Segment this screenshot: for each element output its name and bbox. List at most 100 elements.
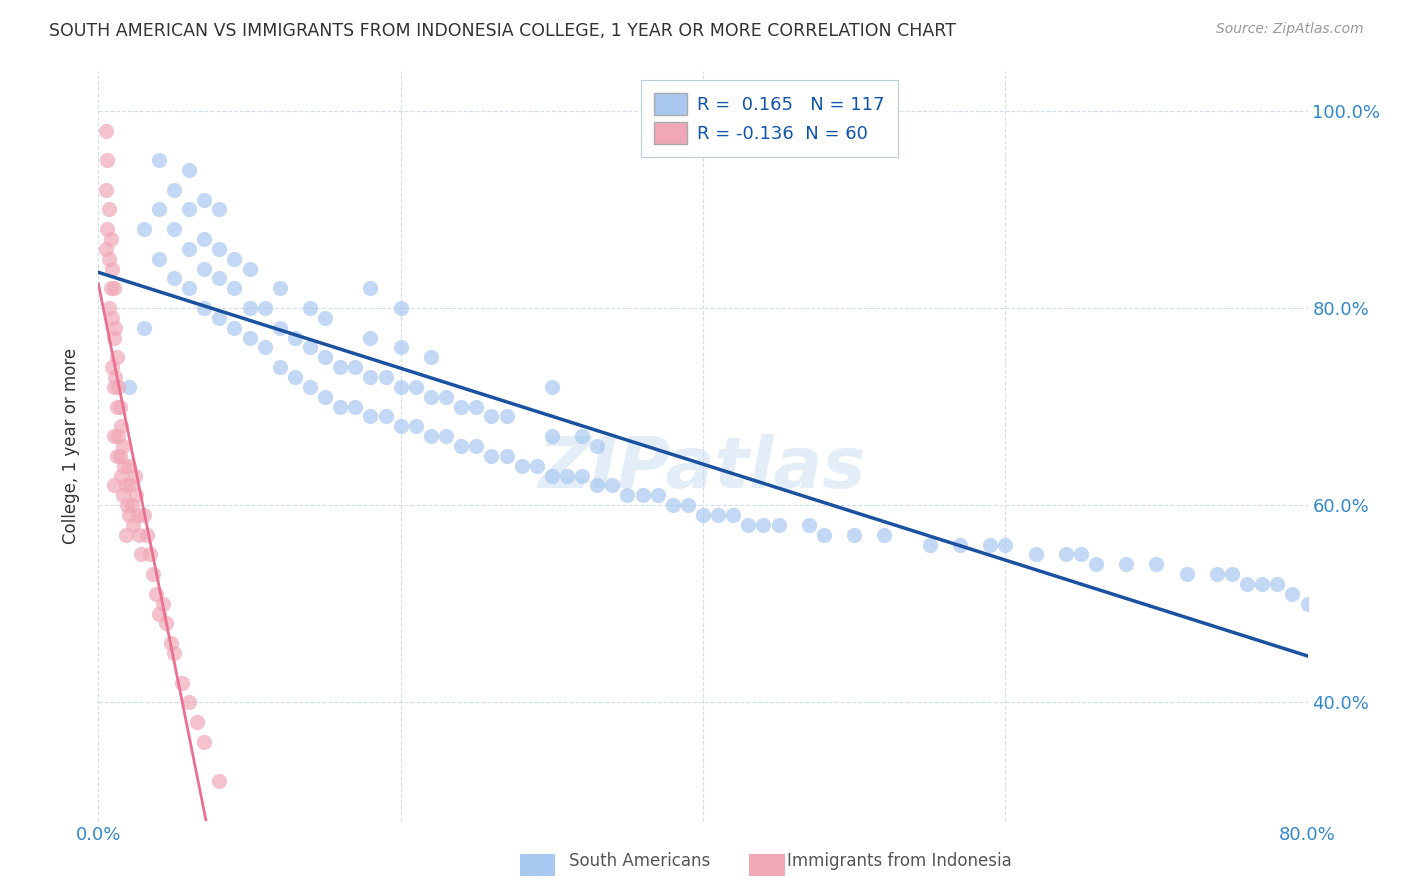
Point — [98, 202, 121, 217]
Point — [797, 517, 820, 532]
Point — [108, 400, 131, 414]
Point — [179, 242, 201, 256]
Point — [389, 419, 412, 434]
Point — [118, 380, 141, 394]
Text: Source: ZipAtlas.com: Source: ZipAtlas.com — [1216, 22, 1364, 37]
Point — [107, 429, 129, 443]
Point — [152, 597, 174, 611]
Point — [299, 301, 322, 315]
Point — [481, 409, 503, 424]
Point — [1281, 587, 1303, 601]
Point — [148, 252, 170, 266]
Point — [105, 351, 128, 365]
Point — [129, 548, 152, 562]
Point — [98, 301, 121, 315]
Point — [121, 498, 143, 512]
Point — [420, 351, 443, 365]
Point — [616, 488, 638, 502]
Point — [104, 370, 127, 384]
Point — [752, 517, 775, 532]
Text: SOUTH AMERICAN VS IMMIGRANTS FROM INDONESIA COLLEGE, 1 YEAR OR MORE CORRELATION : SOUTH AMERICAN VS IMMIGRANTS FROM INDONE… — [49, 22, 956, 40]
Point — [103, 380, 125, 394]
Point — [647, 488, 669, 502]
Point — [994, 538, 1017, 552]
Point — [737, 517, 759, 532]
Point — [239, 261, 262, 276]
Point — [495, 449, 517, 463]
Point — [571, 429, 593, 443]
Point — [707, 508, 730, 522]
Point — [132, 508, 155, 522]
Point — [979, 538, 1001, 552]
Point — [329, 400, 352, 414]
Point — [139, 548, 162, 562]
Point — [105, 449, 128, 463]
Point — [314, 390, 336, 404]
Point — [160, 636, 183, 650]
Point — [253, 340, 276, 354]
Point — [299, 380, 322, 394]
Point — [193, 232, 215, 246]
Point — [571, 468, 593, 483]
Point — [420, 390, 443, 404]
Point — [450, 400, 472, 414]
Point — [434, 390, 457, 404]
Point — [132, 320, 155, 334]
Point — [586, 478, 609, 492]
Point — [450, 439, 472, 453]
Point — [103, 281, 125, 295]
Point — [676, 498, 699, 512]
Text: Immigrants from Indonesia: Immigrants from Indonesia — [787, 852, 1012, 870]
Point — [179, 281, 201, 295]
Point — [299, 340, 322, 354]
Point — [122, 517, 145, 532]
Point — [208, 310, 231, 325]
Point — [163, 646, 186, 660]
Point — [1070, 548, 1092, 562]
Point — [163, 222, 186, 236]
Point — [103, 429, 125, 443]
Text: South Americans: South Americans — [569, 852, 710, 870]
Point — [813, 527, 835, 541]
Point — [360, 330, 382, 344]
Point — [115, 498, 138, 512]
Point — [163, 183, 186, 197]
Point — [193, 735, 215, 749]
Point — [239, 330, 262, 344]
Point — [465, 439, 488, 453]
Point — [208, 202, 231, 217]
Point — [540, 380, 562, 394]
Point — [269, 281, 291, 295]
Point — [344, 360, 367, 375]
Point — [360, 281, 382, 295]
Point — [374, 409, 396, 424]
Point — [155, 616, 177, 631]
Point — [208, 242, 231, 256]
Point — [179, 163, 201, 178]
Point — [329, 360, 352, 375]
Point — [100, 232, 122, 246]
Point — [179, 695, 201, 709]
Point — [96, 222, 118, 236]
Point — [1267, 577, 1289, 591]
Point — [142, 567, 165, 582]
Point — [135, 527, 157, 541]
Point — [110, 468, 132, 483]
Point — [360, 409, 382, 424]
Point — [101, 310, 124, 325]
Point — [145, 587, 167, 601]
Point — [118, 458, 141, 473]
Point — [94, 123, 117, 137]
Point — [1175, 567, 1198, 582]
Point — [111, 488, 134, 502]
Point — [661, 498, 683, 512]
Point — [510, 458, 533, 473]
Y-axis label: College, 1 year or more: College, 1 year or more — [62, 348, 80, 544]
Point — [314, 351, 336, 365]
Point — [1024, 548, 1046, 562]
Point — [114, 478, 136, 492]
Point — [1144, 558, 1167, 572]
Point — [918, 538, 941, 552]
Point — [96, 153, 118, 167]
Point — [132, 222, 155, 236]
